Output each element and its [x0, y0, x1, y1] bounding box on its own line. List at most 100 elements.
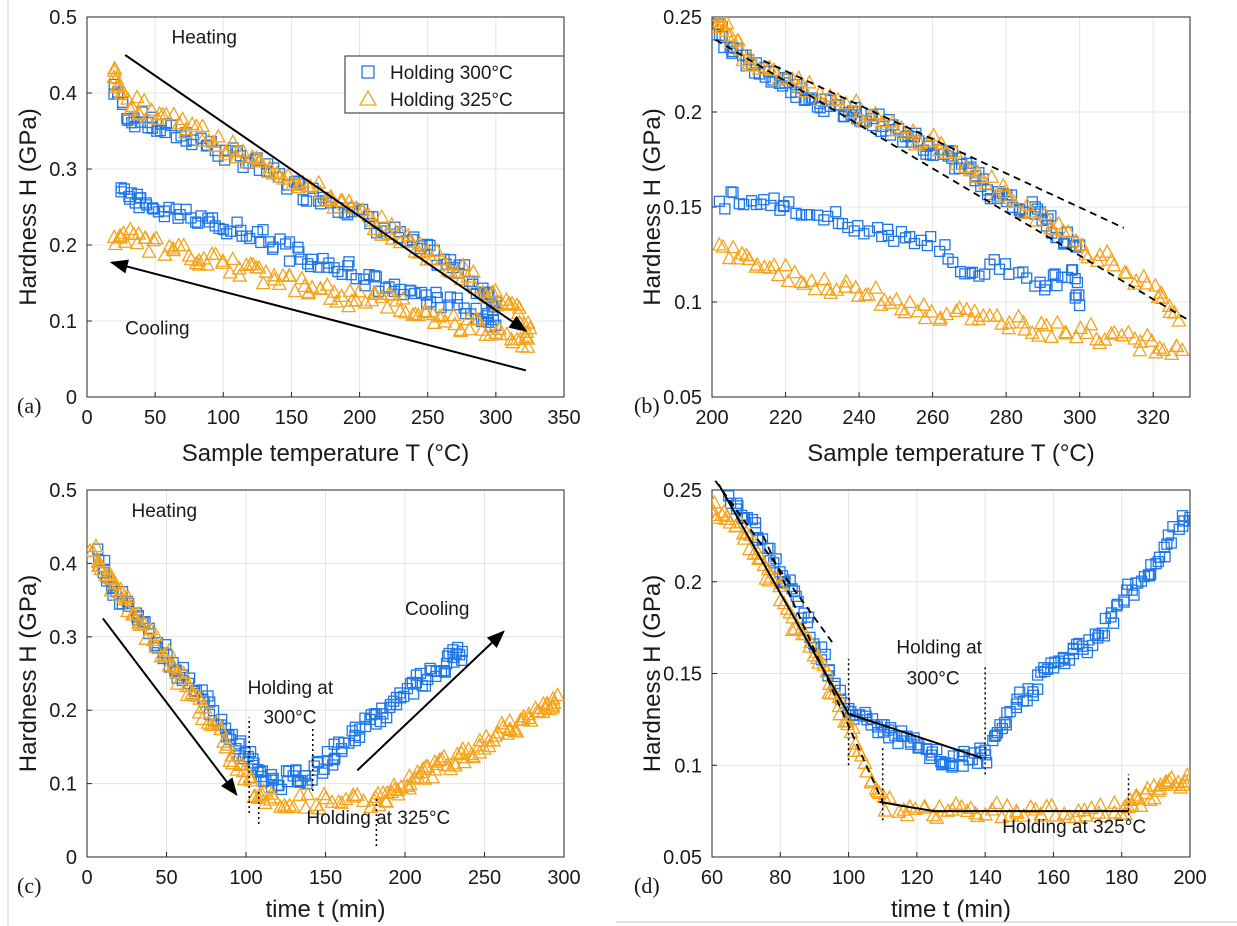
data-point: [1072, 320, 1089, 335]
data-point: [712, 17, 722, 21]
annotation-holding-at-325-c: Holding at 325°C: [306, 808, 450, 829]
data-point: [753, 549, 769, 564]
data-point: [266, 271, 282, 286]
x-tick-label: 280: [989, 407, 1022, 429]
data-point: [384, 216, 400, 231]
data-point: [292, 787, 308, 802]
data-point: [1047, 269, 1060, 281]
data-point: [377, 792, 393, 807]
data-point: [873, 296, 889, 311]
y-tick-label: 0.25: [663, 480, 702, 502]
panel-label: (b): [634, 393, 660, 418]
data-point: [768, 192, 780, 204]
data-point: [995, 177, 1011, 192]
y-tick-label: 0.1: [49, 774, 77, 796]
data-point: [885, 113, 901, 128]
data-point: [332, 265, 344, 278]
data-point: [713, 195, 726, 207]
data-point: [300, 195, 313, 207]
data-point: [184, 116, 200, 131]
data-point: [274, 233, 286, 245]
data-point: [948, 155, 964, 170]
data-point: [1014, 686, 1026, 698]
data-point: [719, 17, 735, 29]
data-point: [910, 303, 926, 318]
data-point: [465, 263, 481, 278]
y-tick-label: 0.1: [674, 755, 702, 777]
data-point: [323, 188, 339, 203]
data-point: [137, 230, 153, 245]
data-point: [233, 756, 249, 771]
data-point: [312, 261, 325, 273]
x-axis-title: time t (min): [266, 896, 386, 923]
data-point: [467, 279, 483, 294]
data-point: [1063, 654, 1076, 666]
data-point: [942, 253, 954, 265]
data-point: [252, 151, 268, 166]
data-point: [1150, 557, 1162, 570]
annotation-300-c: 300°C: [907, 669, 960, 690]
data-point: [1154, 290, 1170, 305]
data-point: [1060, 223, 1076, 238]
data-point: [225, 133, 241, 148]
data-point: [1139, 275, 1155, 290]
data-point: [915, 234, 927, 246]
data-point: [762, 259, 778, 274]
data-point: [1027, 801, 1044, 816]
data-point: [929, 809, 945, 824]
data-point: [977, 806, 993, 821]
data-point: [899, 232, 912, 244]
data-point: [981, 757, 993, 769]
data-point: [482, 310, 494, 322]
data-point: [895, 225, 908, 238]
data-point: [465, 749, 482, 764]
data-point: [444, 291, 457, 303]
data-point: [1097, 808, 1113, 823]
data-point: [1069, 273, 1081, 285]
data-point: [838, 273, 854, 288]
data-point: [868, 279, 884, 294]
data-point: [946, 761, 958, 773]
data-point: [996, 722, 1009, 735]
data-point: [850, 108, 867, 123]
data-point: [217, 223, 229, 236]
data-point: [170, 203, 182, 215]
data-point: [390, 786, 406, 801]
data-point: [770, 267, 786, 282]
data-point: [957, 760, 969, 772]
data-point: [294, 270, 310, 285]
data-point: [840, 716, 856, 731]
data-point: [1179, 767, 1190, 782]
data-point: [1132, 577, 1144, 589]
data-point: [196, 250, 212, 265]
data-point: [863, 772, 880, 787]
data-point: [374, 715, 387, 728]
data-point: [712, 236, 727, 251]
x-tick-label: 300: [547, 867, 580, 889]
data-point: [947, 143, 964, 158]
data-point: [520, 330, 536, 345]
data-point: [371, 797, 387, 812]
data-point: [867, 105, 884, 120]
data-point: [379, 299, 395, 314]
direction-arrow: [102, 617, 238, 797]
dashed-fit-line: [715, 39, 1191, 322]
data-point: [328, 753, 340, 766]
x-tick-label: 0: [81, 867, 92, 889]
plot-frame: [86, 16, 565, 398]
data-point: [475, 283, 491, 298]
data-point: [218, 146, 234, 161]
data-point: [98, 567, 114, 582]
data-point: [346, 788, 362, 803]
data-point: [422, 673, 434, 686]
data-point: [1147, 277, 1163, 292]
data-point: [1122, 791, 1138, 806]
data-point: [842, 103, 859, 118]
data-point: [784, 621, 800, 636]
data-point: [266, 789, 282, 804]
annotation-holding-at: Holding at: [248, 678, 334, 699]
data-point: [888, 122, 904, 137]
data-point: [1106, 257, 1122, 272]
data-point: [424, 662, 436, 675]
data-point: [460, 268, 476, 283]
